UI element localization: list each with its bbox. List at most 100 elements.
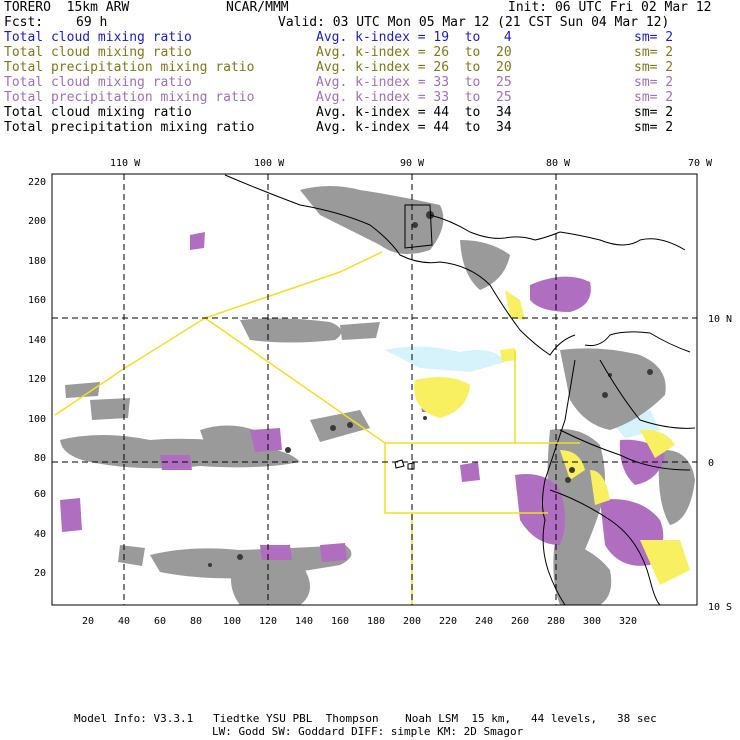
island (394, 459, 405, 469)
cloud-patch (118, 545, 145, 566)
coastline (542, 359, 576, 606)
legend-sm: sm= 2 (634, 45, 674, 60)
lon-label: 110 W (110, 158, 141, 169)
precip-patch (260, 545, 292, 560)
precip-patch (60, 498, 82, 532)
x-tick: 120 (259, 616, 277, 627)
yellow-patch (560, 450, 585, 480)
cloud-patch (60, 435, 300, 469)
cloud-patch (460, 240, 510, 290)
cloud-patch (65, 382, 100, 398)
model-info: Model Info: V3.3.1 Tiedtke YSU PBL Thomp… (74, 712, 657, 725)
y-tick: 140 (28, 335, 46, 346)
x-tick: 300 (583, 616, 601, 627)
lon-label: 80 W (546, 158, 571, 169)
forecast-label: Fcst: (4, 15, 44, 30)
x-tick: 140 (295, 616, 313, 627)
dark-core (569, 467, 575, 473)
legend-avg: Avg. k-index = 26 to 20 (316, 60, 512, 75)
yellow-patch (640, 429, 675, 458)
x-tick: 100 (223, 616, 241, 627)
legend-row: Total precipitation mixing ratio (4, 90, 254, 105)
dark-core (237, 554, 243, 560)
cloud-patches (60, 186, 695, 605)
lon-label: 100 W (254, 158, 285, 169)
x-tick: 200 (403, 616, 421, 627)
cloud-patch (340, 322, 380, 340)
x-tick: 20 (82, 616, 94, 627)
cloud-patch (560, 348, 666, 430)
legend-row: Total precipitation mixing ratio (4, 60, 254, 75)
y-tick: 120 (28, 374, 46, 385)
domain-boundary (384, 443, 548, 514)
cloud-patch (553, 540, 612, 605)
dark-core (412, 222, 418, 228)
left-axis: 220 200 180 160 140 120 100 80 60 40 20 (28, 177, 46, 579)
yellow-patch (505, 290, 525, 320)
coastline (584, 331, 691, 353)
dark-core (565, 477, 571, 483)
precip-patch (460, 462, 480, 482)
legend-sm: sm= 2 (634, 75, 674, 90)
dark-core (347, 422, 353, 428)
legend-sm: sm= 2 (634, 120, 674, 135)
x-tick: 60 (154, 616, 166, 627)
legend-label: Total precipitation mixing ratio (4, 90, 255, 105)
y-tick: 160 (28, 295, 46, 306)
cloud-patch (90, 398, 130, 420)
bottom-axis: 20 40 60 80 100 120 140 160 180 200 220 … (82, 616, 637, 627)
legend-avg: Avg. k-index = 44 to 34 (316, 105, 512, 120)
lat-label: 10 S (708, 602, 732, 613)
precip-patch (515, 474, 565, 545)
legend-sm: sm= 2 (634, 60, 674, 75)
legend-avg: Avg. k-index = 44 to 34 (316, 120, 512, 135)
forecast-hour: 69 h (76, 15, 108, 30)
legend-avg: Avg. k-index = 26 to 20 (316, 45, 512, 60)
legend-label: Total precipitation mixing ratio (4, 120, 255, 135)
country-border (549, 489, 661, 606)
y-tick: 200 (28, 216, 46, 227)
coastline (224, 174, 576, 356)
x-tick: 280 (547, 616, 565, 627)
y-tick: 20 (34, 568, 46, 579)
precip-patch (530, 276, 591, 312)
cloud-patch (658, 449, 695, 525)
dark-core (602, 392, 608, 398)
x-tick: 180 (367, 616, 385, 627)
dark-core (423, 416, 427, 420)
cloud-yellow-patches (414, 290, 690, 585)
legend-label: Total cloud mixing ratio (4, 30, 192, 45)
precip-patches (60, 232, 665, 566)
island (407, 462, 415, 470)
x-tick: 260 (511, 616, 529, 627)
legend-sm: sm= 2 (634, 30, 674, 45)
y-tick: 80 (34, 453, 46, 464)
cloud-patch (310, 410, 370, 442)
legend-row: Total precipitation mixing ratio (4, 120, 254, 135)
legend-label: Total cloud mixing ratio (4, 105, 192, 120)
cloud-patch (200, 425, 260, 449)
valid-time: Valid: 03 UTC Mon 05 Mar 12 (21 CST Sun … (278, 15, 670, 30)
init-time: Init: 06 UTC Fri 02 Mar 12 (508, 0, 712, 15)
y-tick: 100 (28, 414, 46, 425)
physics-info: LW: Godd SW: Goddard DIFF: simple KM: 2D… (212, 725, 524, 738)
lon-label: 90 W (400, 158, 425, 169)
lon-label: 70 W (688, 158, 713, 169)
yellow-patch (640, 540, 690, 585)
country-border (559, 429, 691, 471)
x-tick: 320 (619, 616, 637, 627)
legend-label: Total precipitation mixing ratio (4, 60, 255, 75)
cloud-patch (300, 186, 444, 254)
x-tick: 80 (190, 616, 202, 627)
legend-row: Total cloud mixing ratio (4, 45, 192, 60)
yellow-patch (414, 376, 470, 418)
legend-avg: Avg. k-index = 19 to 4 (316, 30, 512, 45)
dark-core (208, 563, 212, 567)
cloud-patch (231, 558, 310, 605)
legend-to: 4 (503, 30, 512, 45)
x-tick: 220 (439, 616, 457, 627)
yellow-patch (590, 470, 610, 505)
x-tick: 240 (475, 616, 493, 627)
precip-patch (250, 428, 282, 452)
